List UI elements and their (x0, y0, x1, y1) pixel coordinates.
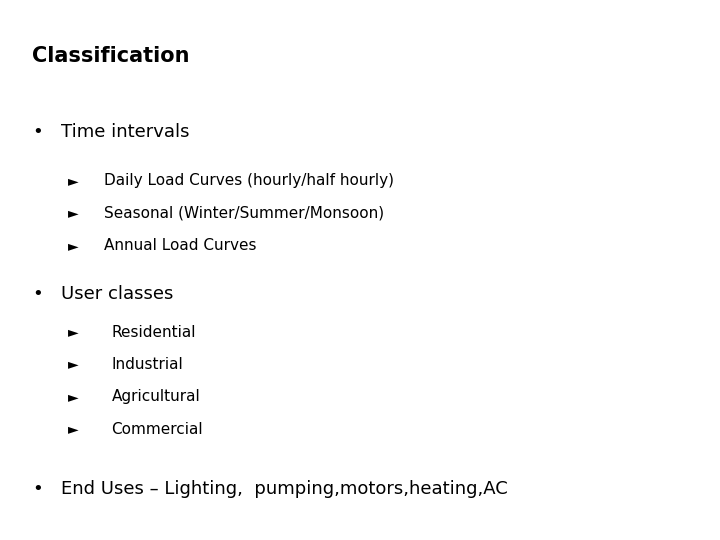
Text: Industrial: Industrial (112, 357, 184, 372)
Text: ►: ► (68, 357, 79, 372)
Text: Annual Load Curves: Annual Load Curves (104, 238, 257, 253)
Text: •: • (32, 285, 43, 303)
Text: End Uses – Lighting,  pumping,motors,heating,AC: End Uses – Lighting, pumping,motors,heat… (61, 480, 508, 498)
Text: ►: ► (68, 390, 79, 404)
Text: ►: ► (68, 239, 79, 253)
Text: User classes: User classes (61, 285, 174, 303)
Text: Agricultural: Agricultural (112, 389, 200, 404)
Text: Commercial: Commercial (112, 422, 203, 437)
Text: Daily Load Curves (hourly/half hourly): Daily Load Curves (hourly/half hourly) (104, 173, 395, 188)
Text: ►: ► (68, 174, 79, 188)
Text: Seasonal (Winter/Summer/Monsoon): Seasonal (Winter/Summer/Monsoon) (104, 206, 384, 221)
Text: ►: ► (68, 325, 79, 339)
Text: Classification: Classification (32, 46, 190, 66)
Text: Residential: Residential (112, 325, 196, 340)
Text: ►: ► (68, 422, 79, 436)
Text: ►: ► (68, 206, 79, 220)
Text: •: • (32, 123, 43, 141)
Text: Time intervals: Time intervals (61, 123, 189, 141)
Text: •: • (32, 480, 43, 498)
